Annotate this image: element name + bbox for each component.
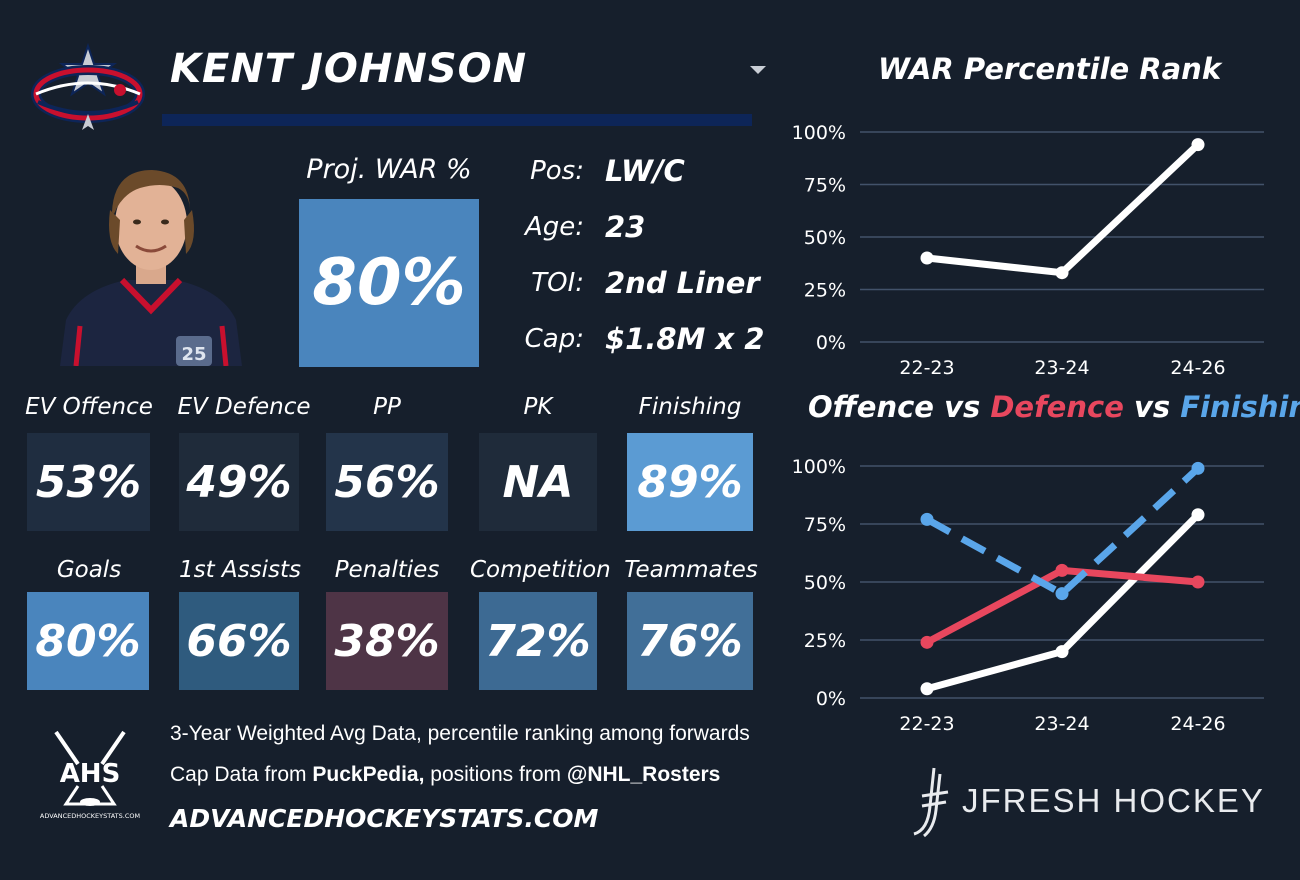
stat-label-goals: Goals (56, 557, 122, 583)
toi-label: TOI: (531, 268, 584, 298)
footer-source-puckpedia[interactable]: PuckPedia, (312, 763, 425, 786)
ovd-chart-x-tick-label: 24-26 (1170, 713, 1225, 735)
age-label: Age: (524, 212, 584, 242)
toi-value: 2nd Liner (605, 266, 760, 300)
stat-label-teammates: Teammates (624, 557, 758, 583)
stat-label-pp: PP (373, 394, 401, 420)
stat-box-1st-assists: 66% (179, 592, 299, 690)
stat-label-ev-defence: EV Defence (177, 394, 311, 420)
stat-box-pk: NA (479, 433, 597, 531)
footer-sources-middle: positions from (424, 763, 567, 786)
cap-label: Cap: (524, 324, 584, 354)
stat-box-finishing: 89% (627, 433, 753, 531)
ovd-chart-x-tick-label: 22-23 (899, 713, 954, 735)
war-chart-x-tick-label: 22-23 (899, 357, 954, 379)
stat-box-penalties: 38% (326, 592, 448, 690)
war-chart-y-tick-label: 75% (804, 175, 846, 197)
ovd-chart-data-point (1055, 587, 1069, 601)
stat-box-pp: 56% (326, 433, 448, 531)
war-chart-y-tick-label: 25% (804, 280, 846, 302)
player-headshot: 25 (60, 170, 242, 366)
ovd-chart-data-point (1055, 563, 1069, 577)
position-label: Pos: (530, 156, 584, 186)
stat-box-ev-offence: 53% (27, 433, 150, 531)
svg-text:25: 25 (181, 344, 206, 365)
ovd-chart-y-tick-label: 75% (804, 514, 846, 536)
player-name: KENT JOHNSON (170, 46, 528, 92)
ovd-chart-y-tick-label: 0% (816, 688, 846, 710)
war-chart-series-line-0 (926, 142, 1201, 277)
ovd-chart-data-point (920, 635, 934, 649)
jfresh-hockey-logo (913, 767, 949, 838)
name-underline (162, 114, 752, 126)
ovd-chart-data-point (920, 682, 934, 696)
footer-note: 3-Year Weighted Avg Data, percentile ran… (170, 722, 750, 745)
age-value: 23 (605, 210, 646, 244)
position-value: LW/C (605, 154, 685, 188)
stat-box-goals: 80% (27, 592, 149, 690)
ovd-chart-title: Offence vs Defence vs Finishing (808, 390, 1300, 424)
ovd-chart-x-tick-label: 23-24 (1034, 713, 1089, 735)
stat-label-finishing: Finishing (638, 394, 742, 420)
team-logo (31, 42, 145, 130)
ovd-chart-data-point (920, 512, 934, 526)
stat-label-pk: PK (523, 394, 553, 420)
jfresh-hockey-text: JFRESH HOCKEY (962, 782, 1265, 819)
cap-value: $1.8M x 2 (605, 322, 765, 356)
ovd-chart-data-point (1191, 461, 1205, 475)
footer-sources-prefix: Cap Data from (170, 763, 313, 786)
stat-box-ev-defence: 49% (179, 433, 299, 531)
ovd-title-vs-2: vs (1123, 390, 1181, 424)
ovd-chart-series-line-finishing (925, 465, 1201, 598)
chevron-down-icon[interactable] (750, 66, 766, 74)
ovd-title-offence: Offence (808, 390, 934, 424)
war-chart-data-point (1055, 266, 1069, 280)
offence-defence-finishing-chart: 0% 25% 50% 75% 100% 22-23 23-24 24-26 (792, 456, 1264, 735)
projected-war-label: Proj. WAR % (306, 154, 472, 185)
war-chart-title: WAR Percentile Rank (878, 52, 1222, 86)
ovd-chart-data-point (1191, 508, 1205, 522)
footer-sources: Cap Data from PuckPedia, positions from … (170, 763, 720, 787)
ovd-title-finishing: Finishing (1180, 390, 1300, 424)
footer-website-link[interactable]: ADVANCEDHOCKEYSTATS.COM (170, 804, 599, 833)
stat-box-teammates: 76% (627, 592, 753, 690)
ovd-chart-y-tick-label: 25% (804, 630, 846, 652)
ovd-title-defence: Defence (990, 390, 1124, 424)
stat-box-competition: 72% (479, 592, 597, 690)
ahs-logo: AHS ADVANCEDHOCKEYSTATS.COM (40, 730, 140, 820)
war-chart-x-tick-label: 23-24 (1034, 357, 1089, 379)
war-percentile-chart: 0% 25% 50% 75% 100% 22-23 23-24 24-26 (792, 122, 1264, 379)
stat-label-penalties: Penalties (334, 557, 440, 583)
stat-label-ev-offence: EV Offence (25, 394, 153, 420)
war-chart-x-tick-label: 24-26 (1170, 357, 1225, 379)
war-chart-y-tick-label: 0% (816, 332, 846, 354)
war-chart-data-point (920, 251, 934, 265)
ovd-chart-data-point (1191, 575, 1205, 589)
stat-label-1st-assists: 1st Assists (178, 557, 302, 583)
projected-war-value: 80% (299, 199, 479, 367)
ovd-chart-y-tick-label: 100% (792, 456, 846, 478)
ovd-title-vs-1: vs (933, 390, 991, 424)
ovd-chart-y-tick-label: 50% (804, 572, 846, 594)
ahs-logo-caption: ADVANCEDHOCKEYSTATS.COM (40, 812, 140, 820)
stat-label-competition: Competition (470, 557, 611, 583)
ahs-logo-text: AHS (60, 759, 121, 789)
ovd-chart-data-point (1055, 645, 1069, 659)
war-chart-y-tick-label: 50% (804, 227, 846, 249)
footer-source-nhl-rosters[interactable]: @NHL_Rosters (566, 763, 721, 786)
war-chart-y-tick-label: 100% (792, 122, 846, 144)
war-chart-data-point (1191, 138, 1205, 152)
ovd-chart-series-line-defence (925, 566, 1199, 646)
